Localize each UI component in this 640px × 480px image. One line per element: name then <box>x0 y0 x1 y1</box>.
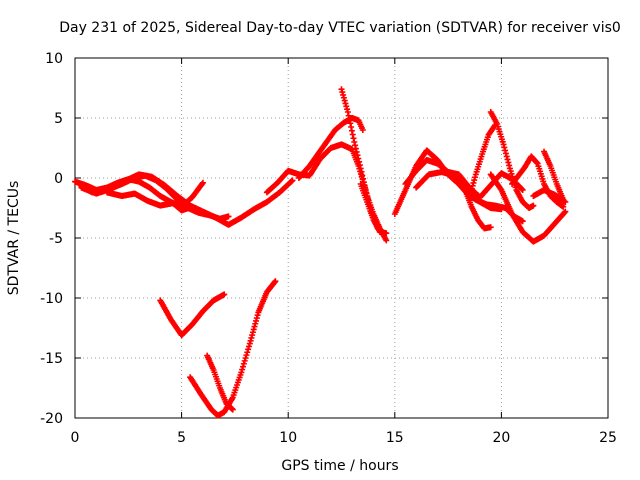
data-point <box>240 360 247 367</box>
data-points <box>72 86 569 419</box>
data-point <box>530 202 537 209</box>
x-tick-label: 10 <box>279 430 297 446</box>
data-point <box>244 349 251 356</box>
x-tick-label: 20 <box>492 430 510 446</box>
data-point <box>561 209 568 216</box>
y-axis-label: SDTVAR / TECUs <box>6 181 22 296</box>
series-arc-d <box>103 189 196 214</box>
series-arc-m <box>466 122 499 201</box>
data-point <box>487 224 494 231</box>
data-point <box>239 366 246 373</box>
data-point <box>238 369 245 376</box>
series-arc-h <box>357 181 390 237</box>
data-point <box>242 355 249 361</box>
y-tick-label: -5 <box>49 231 63 247</box>
series-arc-r <box>530 187 569 205</box>
data-point <box>560 203 567 210</box>
data-point <box>240 363 247 370</box>
data-point <box>221 291 228 298</box>
series-arc-t <box>187 278 279 419</box>
series-arc-l <box>455 175 494 232</box>
x-tick-label: 15 <box>386 430 404 446</box>
data-point <box>243 352 250 359</box>
data-point <box>189 203 196 210</box>
chart-title: Day 231 of 2025, Sidereal Day-to-day VTE… <box>59 20 621 36</box>
data-point <box>562 199 569 205</box>
y-tick-label: 0 <box>54 171 63 187</box>
data-point <box>289 177 296 184</box>
data-point <box>519 187 526 193</box>
y-tick-label: 10 <box>45 51 63 67</box>
data-point <box>383 237 390 244</box>
data-point <box>383 230 390 237</box>
data-point <box>245 343 252 350</box>
series-arc-o <box>487 171 569 245</box>
data-point <box>519 218 526 225</box>
data-point <box>245 346 252 353</box>
x-axis-label: GPS time / hours <box>281 458 398 474</box>
x-tick-label: 0 <box>71 430 80 446</box>
data-point <box>562 208 569 215</box>
y-tick-label: 5 <box>54 111 63 127</box>
data-point <box>272 278 279 285</box>
data-point <box>518 186 525 193</box>
y-tick-label: -10 <box>40 291 63 307</box>
y-tick-label: -15 <box>40 351 63 367</box>
x-tick-label: 25 <box>599 430 617 446</box>
series-arc-e <box>263 141 388 237</box>
data-point <box>199 179 206 186</box>
data-point <box>359 127 366 133</box>
series-arc-c <box>78 171 296 228</box>
y-tick-label: -20 <box>40 411 63 427</box>
series-arc-u <box>204 352 236 413</box>
data-point <box>229 406 236 413</box>
x-tick-label: 5 <box>177 430 186 446</box>
axis-ticks: 0 5 10 15 20 25 -20 -15 -10 -5 0 5 10 <box>40 51 617 446</box>
series-arc-f <box>295 115 366 181</box>
data-point <box>241 357 248 364</box>
data-point <box>225 213 232 220</box>
data-point <box>199 180 206 187</box>
series-arc-s <box>157 291 228 339</box>
